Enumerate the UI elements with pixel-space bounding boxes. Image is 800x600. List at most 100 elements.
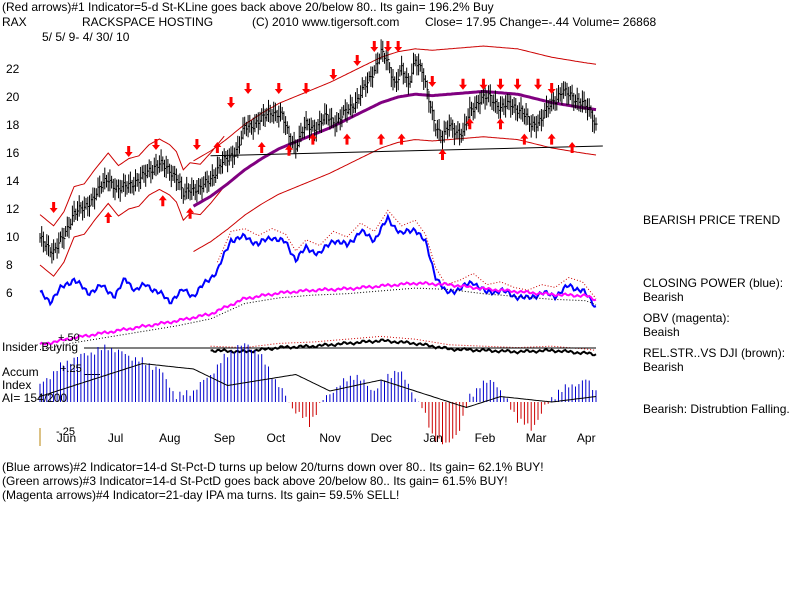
sell-arrow-down xyxy=(428,76,437,87)
lower-band-line xyxy=(193,136,597,253)
sell-arrow-down xyxy=(192,139,201,150)
upper-band-line xyxy=(193,45,597,162)
sell-arrow-down xyxy=(479,78,488,90)
x-tick-label: Aug xyxy=(159,431,180,445)
y-tick-label: 20 xyxy=(6,90,20,104)
obv-status: Beaish xyxy=(643,325,680,339)
closing-power-title: CLOSING POWER (blue): xyxy=(643,276,784,290)
sell-arrow-down xyxy=(394,41,403,52)
y-tick-label: 16 xyxy=(6,146,20,160)
y-axis-ticks: 6 8 10 12 14 16 18 20 22 xyxy=(6,62,20,300)
sell-arrow-down xyxy=(151,139,160,150)
obv-line xyxy=(39,280,597,351)
price-bands xyxy=(39,45,597,277)
buy-arrow-up xyxy=(547,133,556,145)
distribution-status: Bearish: Distrubtion Falling. xyxy=(643,402,790,416)
buy-arrow-up xyxy=(397,133,406,145)
sell-arrow-down xyxy=(534,78,543,90)
buy-arrow-up xyxy=(285,144,294,156)
sell-arrow-down xyxy=(547,83,556,94)
y-tick-label: 22 xyxy=(6,62,20,76)
sell-arrow-down xyxy=(274,83,283,94)
sell-arrow-down xyxy=(49,202,58,213)
x-axis-ticks: Jun Jul Aug Sep Oct Nov Dec Jan Feb Mar Apr xyxy=(57,431,596,445)
buy-arrow-up xyxy=(186,207,195,219)
y-tick-label: 12 xyxy=(6,202,20,216)
buy-arrow-up xyxy=(377,133,386,145)
y-tick-label: 18 xyxy=(6,118,20,132)
y-tick-label: 8 xyxy=(6,258,13,272)
x-tick-label: Jul xyxy=(108,431,123,445)
rel-strength-series xyxy=(210,338,597,357)
sell-arrow-down xyxy=(383,41,392,52)
support-line xyxy=(210,145,603,157)
sell-arrow-down xyxy=(244,83,253,94)
sell-arrow-down xyxy=(124,146,133,157)
closing-power-status: Bearish xyxy=(643,290,684,304)
sell-arrow-down xyxy=(513,78,522,90)
red-arrow-indicator-line: (Red arrows)#1 Indicator=5-d St-KLine go… xyxy=(2,0,494,14)
early-upper-band-line xyxy=(39,135,225,227)
magenta-arrow-indicator-line: (Magenta arrows)#4 Indicator=21-day IPA … xyxy=(2,488,400,502)
y-tick-label: 6 xyxy=(6,286,13,300)
buy-arrow-up xyxy=(520,133,529,145)
ai-score: AI= 154/200 xyxy=(2,391,68,405)
sell-arrow-down xyxy=(353,55,362,66)
moving-average-line xyxy=(192,89,597,208)
x-tick-label: Sep xyxy=(214,431,236,445)
sell-arrow-down xyxy=(496,78,505,90)
obv-title: OBV (magenta): xyxy=(643,311,730,325)
quote-summary: Close= 17.95 Change=-.44 Volume= 26868 xyxy=(425,15,657,29)
relative-strength-line xyxy=(210,335,597,357)
buy-arrow-up xyxy=(104,212,113,223)
closing-power-ma xyxy=(216,209,597,299)
accum-label: Accum xyxy=(2,365,39,379)
x-tick-label: Nov xyxy=(319,431,340,445)
y-tick-label: 14 xyxy=(6,174,20,188)
accum-plus50-label: +.50 xyxy=(58,332,80,344)
early-lower-band-line xyxy=(39,186,225,277)
rel-strength-title: REL.STR..VS DJI (brown): xyxy=(643,346,786,360)
signal-arrows xyxy=(49,41,577,223)
buy-arrow-up xyxy=(438,149,447,160)
sell-arrow-down xyxy=(329,69,338,80)
symbol-label: RAX xyxy=(2,15,27,29)
x-tick-label: Oct xyxy=(267,431,286,445)
price-trend-status: BEARISH PRICE TREND xyxy=(643,213,781,227)
insider-buying-label: Insider Buying xyxy=(2,340,79,354)
moving-average xyxy=(192,89,597,208)
company-name: RACKSPACE HOSTING xyxy=(82,15,214,29)
sell-arrow-down xyxy=(458,78,467,90)
x-tick-label: Mar xyxy=(526,431,547,445)
date-range: 5/ 5/ 9- 4/ 30/ 10 xyxy=(42,30,130,44)
buy-arrow-up xyxy=(158,195,167,207)
price-bars xyxy=(39,39,598,264)
accumulation-histogram xyxy=(39,343,597,446)
x-tick-label: Apr xyxy=(577,431,596,445)
obv-series xyxy=(39,280,597,346)
index-label: Index xyxy=(2,378,32,392)
support-trendline xyxy=(210,145,603,157)
accum-ma-line xyxy=(39,362,597,409)
buy-arrow-up xyxy=(308,133,317,145)
buy-arrow-up xyxy=(568,142,577,153)
accum-plus25-label: +.25 xyxy=(60,363,82,375)
sell-arrow-down xyxy=(227,97,236,108)
buy-arrow-up xyxy=(496,118,505,130)
buy-arrow-up xyxy=(465,118,474,130)
x-tick-label: Feb xyxy=(475,431,496,445)
y-tick-label: 10 xyxy=(6,230,20,244)
x-tick-label: Jan xyxy=(423,431,442,445)
sell-arrow-down xyxy=(302,83,311,94)
x-tick-label: Dec xyxy=(371,431,392,445)
green-arrow-indicator-line: (Green arrows)#3 Indicator=14-d St-PctD … xyxy=(2,474,508,488)
sell-arrow-down xyxy=(370,41,379,52)
buy-arrow-up xyxy=(213,142,222,153)
rel-strength-status: Bearish xyxy=(643,360,684,374)
buy-arrow-up xyxy=(342,133,351,145)
x-tick-label: Jun xyxy=(57,431,76,445)
closing-power-series xyxy=(39,213,597,308)
accum-minus25-label: -.25 xyxy=(56,426,75,438)
blue-arrow-indicator-line: (Blue arrows)#2 Indicator=14-d St-Pct-D … xyxy=(2,460,544,474)
